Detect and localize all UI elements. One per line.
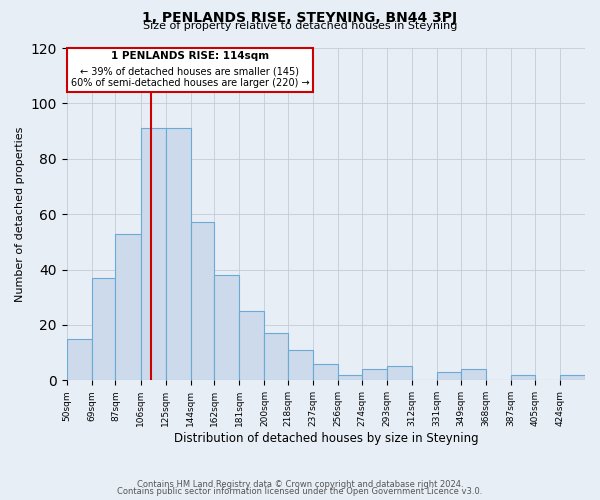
Bar: [313, 364, 338, 380]
X-axis label: Distribution of detached houses by size in Steyning: Distribution of detached houses by size …: [173, 432, 478, 445]
Bar: [560, 375, 585, 380]
Bar: [239, 311, 265, 380]
Bar: [67, 339, 92, 380]
Text: Contains HM Land Registry data © Crown copyright and database right 2024.: Contains HM Land Registry data © Crown c…: [137, 480, 463, 489]
Bar: [191, 222, 214, 380]
Bar: [288, 350, 313, 380]
Text: 1 PENLANDS RISE: 114sqm: 1 PENLANDS RISE: 114sqm: [111, 51, 269, 61]
Bar: [214, 275, 239, 380]
Bar: [115, 234, 140, 380]
Bar: [166, 128, 191, 380]
Bar: [387, 366, 412, 380]
Text: Contains public sector information licensed under the Open Government Licence v3: Contains public sector information licen…: [118, 487, 482, 496]
Text: ← 39% of detached houses are smaller (145): ← 39% of detached houses are smaller (14…: [80, 66, 299, 76]
Bar: [265, 334, 288, 380]
Bar: [437, 372, 461, 380]
Y-axis label: Number of detached properties: Number of detached properties: [15, 126, 25, 302]
Bar: [92, 278, 115, 380]
FancyBboxPatch shape: [67, 48, 313, 92]
Bar: [140, 128, 166, 380]
Bar: [461, 370, 486, 380]
Text: 1, PENLANDS RISE, STEYNING, BN44 3PJ: 1, PENLANDS RISE, STEYNING, BN44 3PJ: [142, 11, 458, 25]
Bar: [338, 375, 362, 380]
Text: Size of property relative to detached houses in Steyning: Size of property relative to detached ho…: [143, 21, 457, 31]
Text: 60% of semi-detached houses are larger (220) →: 60% of semi-detached houses are larger (…: [71, 78, 309, 88]
Bar: [362, 370, 387, 380]
Bar: [511, 375, 535, 380]
